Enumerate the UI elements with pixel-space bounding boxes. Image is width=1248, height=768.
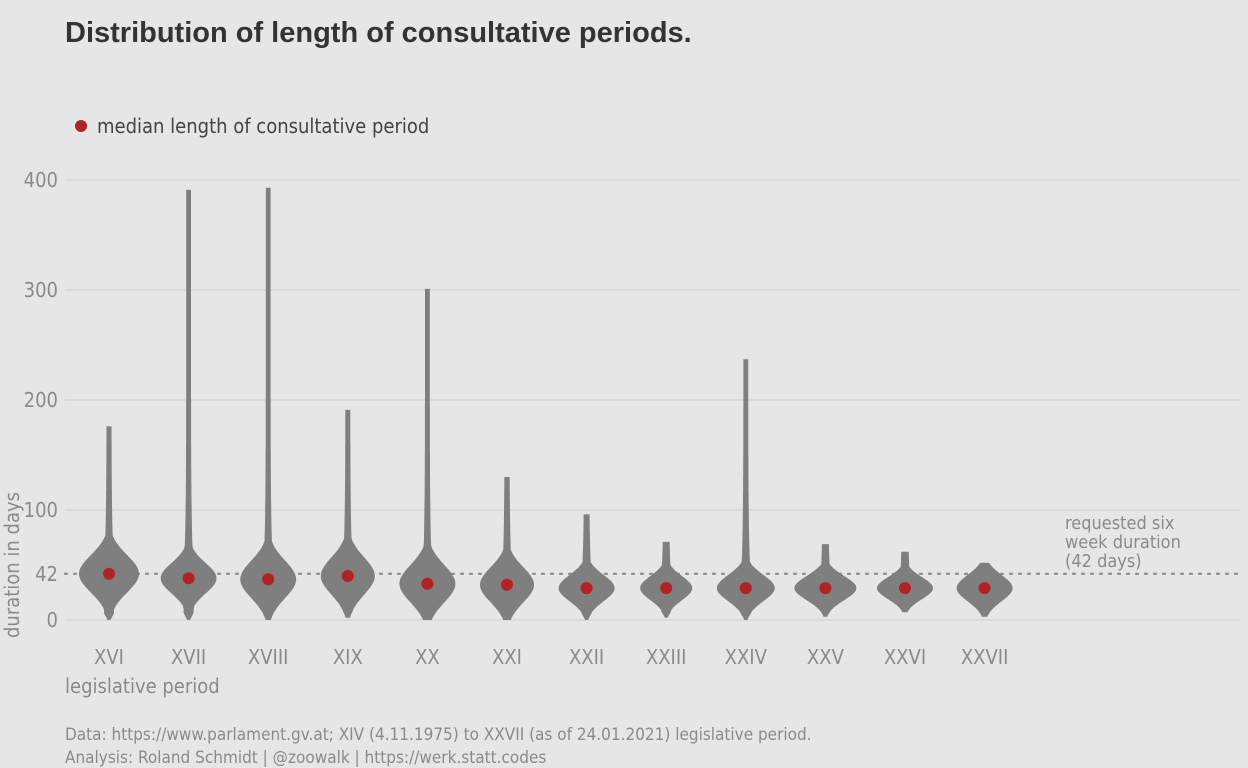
y-tick-label: 100 — [24, 498, 58, 522]
y-axis-title: duration in days — [0, 492, 24, 638]
violins — [79, 187, 1013, 620]
median-point-XVIII — [262, 573, 275, 586]
y-tick-label: 0 — [47, 608, 58, 632]
x-tick-label: XXVI — [884, 645, 926, 669]
median-point-XVII — [182, 572, 195, 585]
median-point-XXIII — [660, 582, 673, 595]
caption-data-source: Data: https://www.parlament.gv.at; XIV (… — [65, 725, 812, 745]
caption-analysis: Analysis: Roland Schmidt | @zoowalk | ht… — [65, 748, 546, 768]
violin-XVII — [160, 189, 217, 620]
violin-XIX — [320, 409, 375, 618]
violin-XXVI — [877, 551, 933, 613]
violin-XVI — [79, 426, 139, 620]
reference-annotation-line: (42 days) — [1065, 551, 1142, 572]
x-tick-label: XX — [415, 645, 440, 669]
x-tick-label: XVIII — [248, 645, 289, 669]
median-point-XXI — [501, 578, 513, 591]
x-tick-label: XXIII — [646, 645, 687, 669]
violin-XVIII — [240, 187, 297, 620]
y-tick-label: 300 — [24, 278, 58, 302]
x-tick-label: XXII — [569, 645, 604, 669]
x-tick-label: XXIV — [725, 645, 768, 669]
median-points — [103, 567, 991, 595]
legend-label: median length of consultative period — [97, 114, 429, 138]
violin-XXV — [794, 544, 857, 617]
median-point-XXVI — [899, 582, 911, 595]
x-axis-ticks: XVI XVII XVIII XIX XX XXI XXII XXIII XXIV XXV XXVI… — [94, 645, 1008, 669]
violin-XX — [399, 288, 456, 620]
x-axis-title: legislative period — [65, 674, 220, 698]
y-axis-ticks: 0 42 100 200 300 400 — [24, 168, 58, 632]
x-tick-label: XVII — [171, 645, 206, 669]
reference-annotation-line: week duration — [1065, 532, 1181, 553]
y-tick-label: 400 — [24, 168, 58, 192]
x-tick-label: XVI — [94, 645, 124, 669]
x-tick-label: XXI — [492, 645, 522, 669]
median-point-XX — [421, 577, 434, 590]
y-tick-label: 42 — [35, 562, 58, 586]
chart-title: Distribution of length of consultative p… — [65, 17, 692, 49]
x-tick-label: XXVII — [961, 645, 1009, 669]
reference-annotation-line: requested six — [1065, 513, 1175, 534]
median-point-XXV — [819, 582, 832, 595]
x-tick-label: XXV — [807, 645, 845, 669]
violin-XXIII — [640, 541, 693, 618]
legend-median-dot — [75, 120, 87, 132]
y-tick-label: 200 — [24, 388, 58, 412]
y-gridlines — [65, 179, 1240, 621]
x-tick-label: XIX — [333, 645, 363, 669]
median-point-XVI — [103, 567, 115, 580]
median-point-XXIV — [739, 582, 752, 595]
violin-XXII — [558, 514, 615, 620]
median-point-XXVII — [978, 582, 991, 595]
violin-XXIV — [716, 359, 775, 620]
legend: median length of consultative period — [75, 114, 429, 138]
median-point-XXII — [580, 582, 593, 595]
median-point-XIX — [341, 570, 354, 582]
violin-XXI — [480, 477, 534, 620]
